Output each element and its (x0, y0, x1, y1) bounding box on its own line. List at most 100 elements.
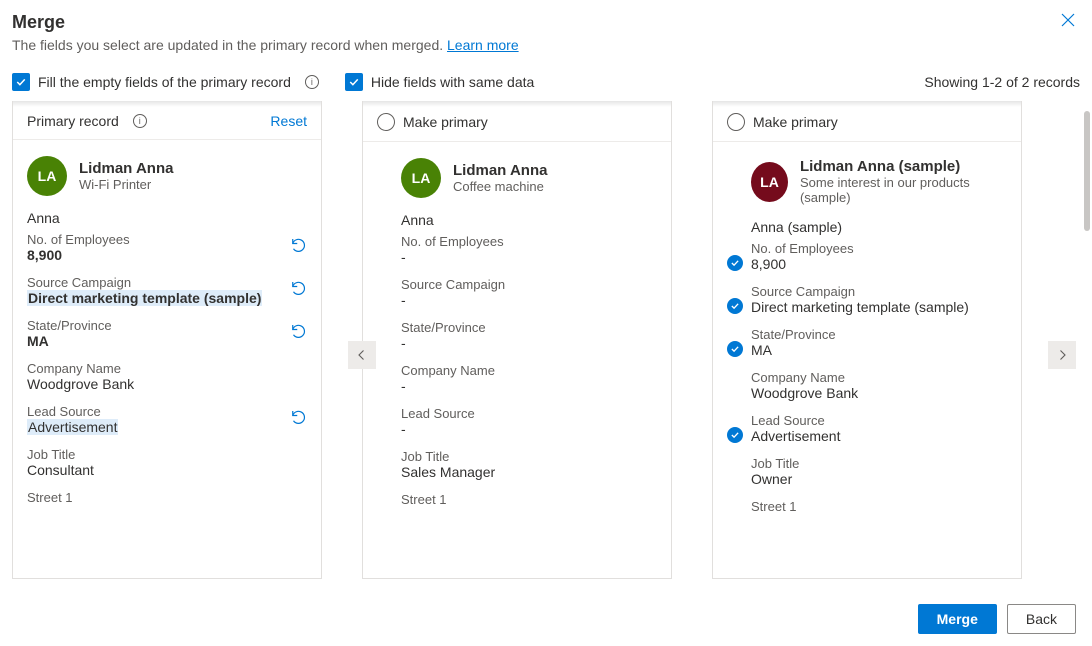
field-value: Consultant (27, 462, 94, 478)
field-block[interactable]: Company Name Woodgrove Bank (727, 370, 1007, 401)
learn-more-link[interactable]: Learn more (447, 37, 519, 53)
field-value: Direct marketing template (sample) (27, 290, 262, 306)
field-label: Lead Source (751, 413, 1007, 428)
field-value: Advertisement (751, 428, 1007, 444)
make-primary-radio[interactable] (377, 113, 395, 131)
field-label: Source Campaign (401, 277, 657, 292)
fill-empty-checkbox[interactable] (12, 73, 30, 91)
selected-indicator-icon[interactable] (727, 341, 743, 357)
field-block[interactable]: Job Title Sales Manager (377, 449, 657, 480)
field-value: Advertisement (27, 419, 118, 435)
merge-button[interactable]: Merge (918, 604, 997, 634)
field-label: Company Name (751, 370, 1007, 385)
field-label: Job Title (401, 449, 657, 464)
field-block[interactable]: Source Campaign Direct marketing templat… (727, 284, 1007, 315)
field-block[interactable]: Street 1 (377, 492, 657, 507)
field-block: Lead Source Advertisement (27, 404, 307, 435)
field-label: No. of Employees (401, 234, 657, 249)
field-label: No. of Employees (751, 241, 1007, 256)
selected-indicator-icon[interactable] (727, 255, 743, 271)
field-value: - (401, 292, 657, 308)
secondary-record-card: Make primary LA Lidman Anna Coffee machi… (362, 101, 672, 579)
field-value: Sales Manager (401, 464, 657, 480)
close-icon[interactable] (1056, 12, 1080, 33)
field-block[interactable]: No. of Employees - (377, 234, 657, 265)
field-value: - (401, 421, 657, 437)
record-sub: Wi-Fi Printer (79, 177, 173, 192)
field-label: Street 1 (401, 492, 657, 507)
record-name: Lidman Anna (79, 160, 173, 177)
short-name: Anna (363, 204, 671, 232)
field-value: Owner (751, 471, 1007, 487)
field-block[interactable]: State/Province - (377, 320, 657, 351)
scrollbar[interactable] (1084, 101, 1090, 579)
card-header: Make primary (363, 101, 671, 142)
selected-indicator-icon[interactable] (727, 427, 743, 443)
field-value: Woodgrove Bank (751, 385, 1007, 401)
undo-icon[interactable] (289, 322, 307, 343)
field-value: - (401, 335, 657, 351)
card-header: Primary record i Reset (13, 101, 321, 140)
record-name: Lidman Anna (453, 162, 547, 179)
dialog-title: Merge (12, 12, 65, 33)
field-block[interactable]: Job Title Owner (727, 456, 1007, 487)
fill-empty-label: Fill the empty fields of the primary rec… (38, 74, 291, 90)
record-sub: Coffee machine (453, 179, 547, 194)
field-block: State/Province MA (27, 318, 307, 349)
field-value: - (401, 249, 657, 265)
field-label: Job Title (27, 447, 279, 462)
field-label: State/Province (27, 318, 279, 333)
prev-button[interactable] (348, 341, 376, 369)
field-block[interactable]: Lead Source - (377, 406, 657, 437)
field-label: Lead Source (27, 404, 279, 419)
make-primary-label: Make primary (753, 114, 838, 130)
undo-icon[interactable] (289, 236, 307, 257)
field-block[interactable]: Source Campaign - (377, 277, 657, 308)
field-label: Company Name (401, 363, 657, 378)
dialog-header: Merge The fields you select are updated … (0, 0, 1092, 59)
make-primary-radio[interactable] (727, 113, 745, 131)
field-block: Source Campaign Direct marketing templat… (27, 275, 307, 306)
field-value: MA (27, 333, 49, 349)
field-label: Company Name (27, 361, 279, 376)
back-button[interactable]: Back (1007, 604, 1076, 634)
undo-icon[interactable] (289, 279, 307, 300)
field-block[interactable]: Street 1 (727, 499, 1007, 514)
reset-link[interactable]: Reset (270, 113, 307, 129)
short-name: Anna (sample) (713, 211, 1021, 239)
field-block: Company Name Woodgrove Bank (27, 361, 307, 392)
primary-record-card: Primary record i Reset LA Lidman Anna Wi… (12, 101, 322, 579)
hide-same-label: Hide fields with same data (371, 74, 534, 90)
field-value: 8,900 (27, 247, 62, 263)
short-name: Anna (13, 202, 321, 230)
card-header: Make primary (713, 101, 1021, 142)
field-label: Source Campaign (751, 284, 1007, 299)
next-button[interactable] (1048, 341, 1076, 369)
field-block[interactable]: State/Province MA (727, 327, 1007, 358)
scrollbar-thumb[interactable] (1084, 111, 1090, 231)
undo-icon[interactable] (289, 408, 307, 429)
field-block[interactable]: No. of Employees 8,900 (727, 241, 1007, 272)
hide-same-checkbox[interactable] (345, 73, 363, 91)
avatar: LA (751, 162, 788, 202)
field-block[interactable]: Company Name - (377, 363, 657, 394)
field-label: No. of Employees (27, 232, 279, 247)
record-name: Lidman Anna (sample) (800, 158, 1007, 175)
make-primary-label: Make primary (403, 114, 488, 130)
field-value: MA (751, 342, 1007, 358)
field-label: Lead Source (401, 406, 657, 421)
info-icon[interactable]: i (133, 114, 147, 128)
cards-viewport: Primary record i Reset LA Lidman Anna Wi… (0, 101, 1092, 579)
avatar: LA (27, 156, 67, 196)
field-block: No. of Employees 8,900 (27, 232, 307, 263)
field-label: Job Title (751, 456, 1007, 471)
field-block: Street 1 (27, 490, 307, 505)
field-value: 8,900 (751, 256, 1007, 272)
persona: LA Lidman Anna (sample) Some interest in… (713, 142, 1021, 211)
info-icon[interactable]: i (305, 75, 319, 89)
selected-indicator-icon[interactable] (727, 298, 743, 314)
options-row: Fill the empty fields of the primary rec… (0, 59, 1092, 101)
field-block[interactable]: Lead Source Advertisement (727, 413, 1007, 444)
field-label: State/Province (401, 320, 657, 335)
field-block: Job Title Consultant (27, 447, 307, 478)
